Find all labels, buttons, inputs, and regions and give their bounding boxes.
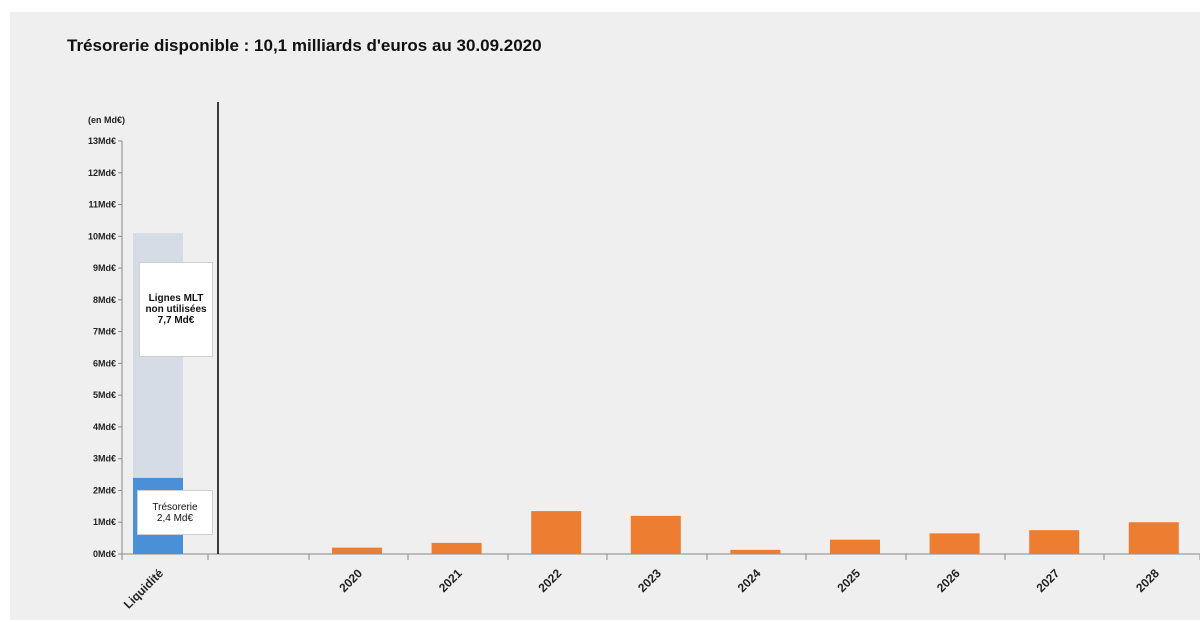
maturity-bar <box>332 547 382 554</box>
callout-lignes-mlt: Lignes MLT non utilisées 7,7 Md€ <box>139 262 213 357</box>
y-tick-label: 6Md€ <box>93 358 116 368</box>
maturity-bar <box>630 515 681 554</box>
y-tick-label: 13Md€ <box>88 136 116 146</box>
y-axis-unit-label: (en Md€) <box>88 115 125 125</box>
x-category-label: 2023 <box>635 566 664 595</box>
maturity-bar <box>929 533 980 554</box>
y-tick-label: 5Md€ <box>93 390 116 400</box>
callout-lignes-line2: non utilisées <box>145 304 207 315</box>
y-tick-label: 0Md€ <box>93 549 116 559</box>
y-tick-label: 12Md€ <box>88 168 116 178</box>
y-tick-label: 9Md€ <box>93 263 116 273</box>
x-category-label: 2027 <box>1034 566 1063 595</box>
callout-treso-line2: 2,4 Md€ <box>156 512 194 524</box>
callout-lignes-line1: Lignes MLT <box>148 293 204 304</box>
x-category-label: Liquidité <box>121 566 166 611</box>
x-category-label: 2020 <box>336 566 365 595</box>
callout-lignes-line3: 7,7 Md€ <box>157 315 195 326</box>
x-category-label: 2021 <box>436 566 465 595</box>
y-tick-label: 11Md€ <box>88 200 116 210</box>
maturity-bar <box>1029 530 1080 554</box>
y-tick-label: 10Md€ <box>88 231 116 241</box>
x-category-label: 2025 <box>834 566 863 595</box>
maturity-bar <box>730 549 781 554</box>
x-category-label: 2026 <box>934 566 963 595</box>
callout-treso-line1: Trésorerie <box>152 501 198 513</box>
y-tick-label: 2Md€ <box>93 485 116 495</box>
y-tick-label: 7Md€ <box>93 327 116 337</box>
y-tick-label: 3Md€ <box>93 454 116 464</box>
y-tick-label: 1Md€ <box>93 517 116 527</box>
x-category-label: 2022 <box>536 566 565 595</box>
maturity-bar <box>1128 522 1179 554</box>
maturity-bar <box>431 542 482 554</box>
maturity-bar <box>830 539 880 554</box>
chart-title: Trésorerie disponible : 10,1 milliards d… <box>67 36 542 55</box>
x-category-label: 2028 <box>1133 566 1162 595</box>
x-category-label: 2024 <box>735 566 764 595</box>
callout-tresorerie: Trésorerie 2,4 Md€ <box>137 490 213 535</box>
y-tick-label: 4Md€ <box>93 422 116 432</box>
maturity-bar <box>531 511 582 554</box>
y-tick-label: 8Md€ <box>93 295 116 305</box>
